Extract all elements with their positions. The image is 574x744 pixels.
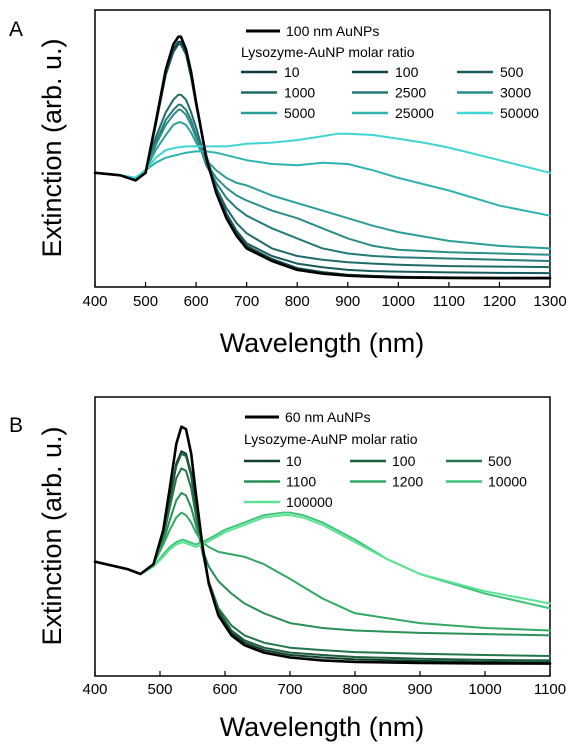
x-tick-label: 600 xyxy=(184,293,209,310)
legend-label: 1100 xyxy=(286,474,316,490)
legend-label: 10 xyxy=(286,453,302,469)
legend-label: 1200 xyxy=(392,474,423,490)
x-tick-label: 1100 xyxy=(534,681,566,698)
panel-a-plot-frame xyxy=(94,9,551,288)
x-tick-label: 900 xyxy=(335,293,360,310)
panel-b-plot-frame xyxy=(94,396,551,677)
panel-a: A 400 500 600 700 800 900 1000 1100 1200 1300 Wav… xyxy=(9,9,567,358)
legend-label: 2500 xyxy=(395,85,426,101)
legend-label: 50000 xyxy=(500,105,539,121)
x-tick-label: 500 xyxy=(133,293,158,310)
legend-label: 100 xyxy=(395,64,419,80)
panel-a-series-layer xyxy=(93,35,552,280)
panel-b-label: B xyxy=(9,414,23,437)
series-line-60-nm-aunps xyxy=(93,425,552,665)
x-tick-label: 700 xyxy=(234,293,259,310)
x-tick-label: 600 xyxy=(212,681,237,698)
panel-a-x-ticks: 400 500 600 700 800 900 1000 1100 1200 1300 xyxy=(82,282,567,310)
panel-a-legend: 100 nm AuNPs Lysozyme-AuNP molar ratio 1… xyxy=(241,23,539,121)
legend-label: 500 xyxy=(488,453,512,469)
legend-label: 10000 xyxy=(488,474,527,490)
x-tick-label: 1200 xyxy=(483,293,516,310)
legend-label: 100 xyxy=(392,453,416,469)
x-tick-label: 700 xyxy=(277,681,302,698)
x-tick-label: 900 xyxy=(407,681,432,698)
panel-b-y-axis-label: Extinction (arb. u.) xyxy=(37,426,67,645)
series-line-100-nm-aunps xyxy=(93,35,552,280)
panel-b-x-ticks: 400 500 600 700 800 900 1000 1100 xyxy=(82,671,566,698)
panel-a-label: A xyxy=(9,18,23,41)
x-tick-label: 800 xyxy=(342,681,367,698)
series-line-5000 xyxy=(94,121,551,250)
panel-a-legend-subtitle: Lysozyme-AuNP molar ratio xyxy=(241,44,415,60)
series-line-100000 xyxy=(94,514,551,605)
panel-b-legend-items: 10 100 500 1100 1200 10000 100000 xyxy=(244,453,527,510)
x-tick-label: 1000 xyxy=(468,681,501,698)
series-line-50000 xyxy=(94,132,551,179)
legend-label: 10 xyxy=(284,64,300,80)
panel-b-legend-subtitle: Lysozyme-AuNP molar ratio xyxy=(244,431,418,447)
panel-b-legend: 60 nm AuNPs Lysozyme-AuNP molar ratio 10… xyxy=(244,409,527,510)
panel-b-series-layer xyxy=(93,425,552,665)
x-tick-label: 1000 xyxy=(382,293,415,310)
panel-b-legend-ref-label: 60 nm AuNPs xyxy=(285,409,371,425)
x-tick-label: 800 xyxy=(285,293,310,310)
panel-a-x-axis-label: Wavelength (nm) xyxy=(220,328,425,358)
x-tick-label: 400 xyxy=(82,293,107,310)
series-line-1100 xyxy=(94,492,551,637)
legend-label: 1000 xyxy=(284,85,315,101)
series-line-1000 xyxy=(94,93,551,269)
series-line-25000 xyxy=(94,150,551,217)
panel-b: B 400 500 600 700 800 900 1000 1100 Wavelength … xyxy=(9,396,566,742)
legend-label: 500 xyxy=(500,64,524,80)
series-line-10000 xyxy=(94,511,551,610)
legend-label: 100000 xyxy=(286,494,333,510)
series-line-3000 xyxy=(94,108,551,256)
panel-b-x-axis-label: Wavelength (nm) xyxy=(220,712,425,742)
panel-a-legend-items: 10 100 500 1000 2500 3000 5000 25000 50000 xyxy=(241,64,539,121)
x-tick-label: 1100 xyxy=(433,293,465,310)
panel-a-y-axis-label: Extinction (arb. u.) xyxy=(37,38,67,257)
legend-label: 3000 xyxy=(500,85,531,101)
x-tick-label: 1300 xyxy=(533,293,566,310)
panel-a-legend-ref-label: 100 nm AuNPs xyxy=(286,23,379,39)
x-tick-label: 500 xyxy=(147,681,172,698)
legend-label: 25000 xyxy=(395,105,434,121)
x-tick-label: 400 xyxy=(82,681,107,698)
legend-label: 5000 xyxy=(284,105,315,121)
